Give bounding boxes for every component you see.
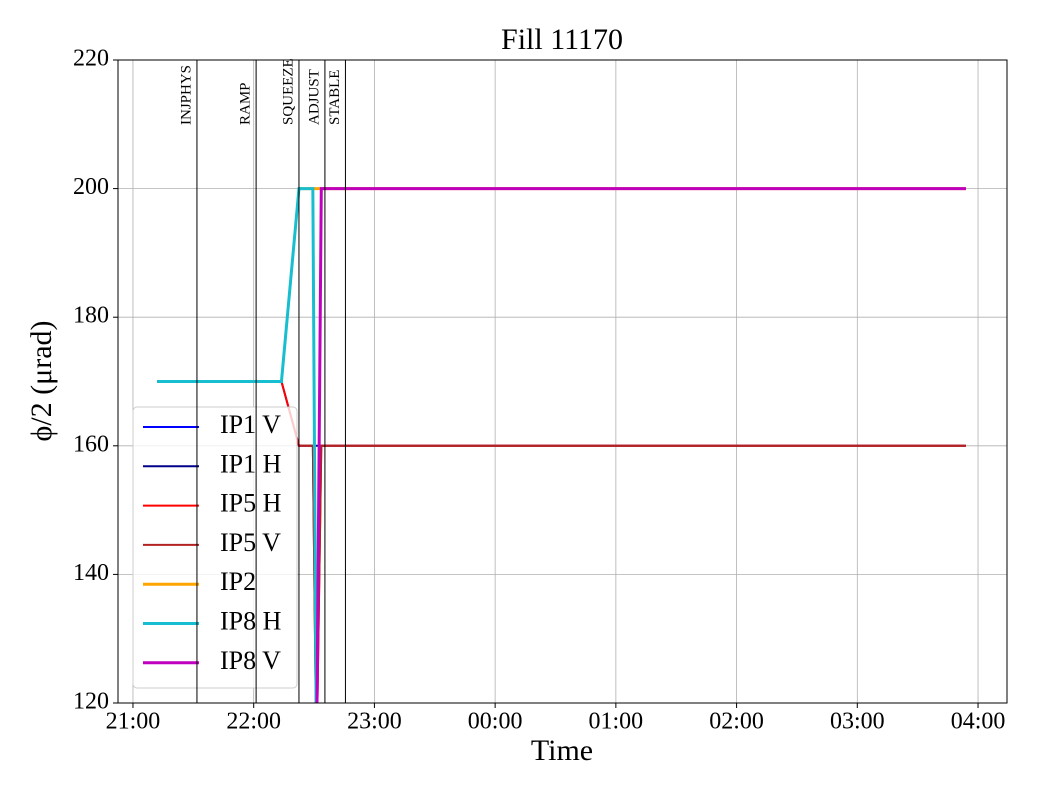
x-tick-label: 03:00 [830,709,885,735]
phase-label: RAMP [238,82,254,125]
series-line [298,444,966,703]
phase-label: SQUEEZE [280,58,296,125]
series-line [157,187,966,383]
legend-label: IP8 V [220,646,281,675]
y-axis-label: ϕ/2 (μrad) [25,321,58,442]
y-tick-label: 140 [73,560,109,586]
x-tick-label: 22:00 [226,709,281,735]
y-tick-label: 220 [73,46,109,72]
x-tick-label: 00:00 [468,709,523,735]
legend-label: IP5 H [220,489,282,518]
y-tick-label: 200 [73,174,109,200]
x-axis-label: Time [531,734,593,767]
x-tick-label: 01:00 [589,709,644,735]
chart-title: Fill 11170 [501,23,623,56]
legend-label: IP8 H [220,606,282,635]
plot-area [157,187,966,703]
legend-label: IP5 V [220,528,281,557]
legend-label: IP1 V [220,410,281,439]
x-tick-label: 02:00 [709,709,764,735]
x-tick-label: 23:00 [347,709,402,735]
y-tick-label: 160 [73,431,109,457]
plot-frame [117,59,1008,704]
phase-label: ADJUST [306,69,322,125]
y-tick-label: 120 [73,689,109,715]
legend: IP1 V IP1 H IP5 H IP5 V IP2 IP8 H IP8 V [132,406,298,689]
legend-label: IP2 [220,567,256,596]
series-line [315,187,966,703]
phase-label: STABLE [327,70,343,125]
x-tick-label: 04:00 [951,709,1006,735]
x-tick-label: 21:00 [106,709,161,735]
legend-label: IP1 H [220,449,282,478]
y-tick-label: 180 [73,303,109,329]
phase-label: INJPHYS [178,65,194,125]
